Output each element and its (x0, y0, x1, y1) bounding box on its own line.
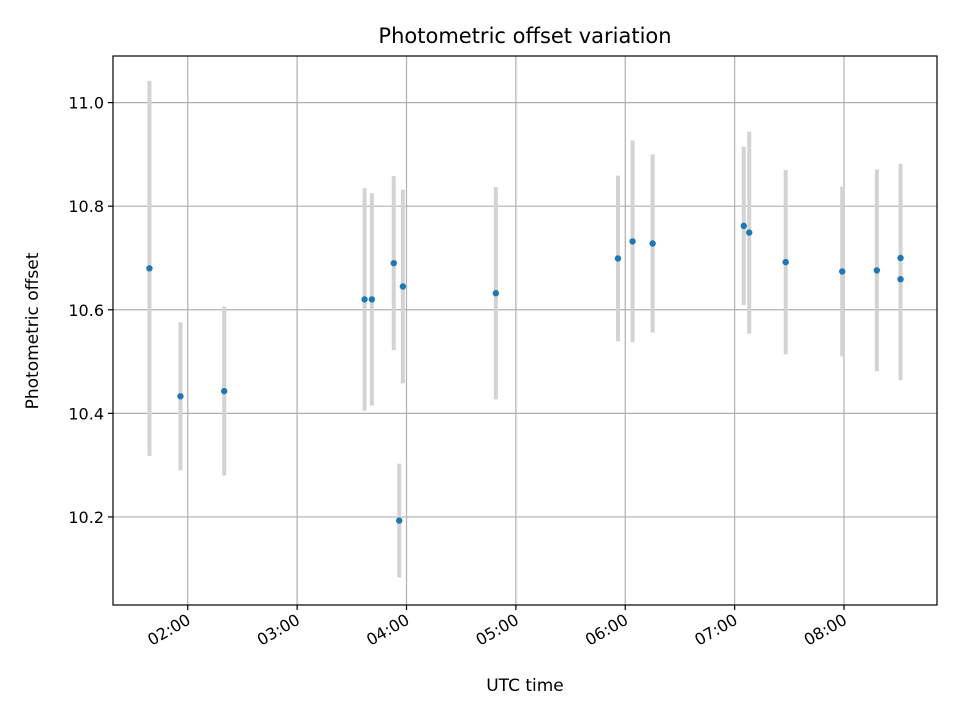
data-point (614, 255, 622, 262)
data-point (897, 276, 904, 283)
data-point (390, 259, 397, 267)
y-tick-label: 10.2 (68, 508, 104, 527)
data-points (146, 222, 904, 524)
y-axis-ticks: 10.2 10.4 10.6 10.8 11.0 (68, 94, 113, 527)
chart-title: Photometric offset variation (378, 24, 671, 48)
data-point (146, 265, 153, 272)
data-point (746, 229, 753, 236)
data-point (396, 517, 403, 524)
data-point (368, 296, 376, 303)
data-point (782, 258, 789, 266)
data-point (649, 240, 656, 247)
grid (113, 56, 937, 605)
data-point (361, 296, 368, 303)
y-tick-label: 11.0 (68, 94, 104, 113)
data-point (740, 222, 747, 230)
y-tick-label: 10.8 (68, 197, 104, 216)
data-point (629, 238, 636, 245)
data-point (897, 254, 904, 262)
data-point (221, 387, 228, 395)
y-tick-label: 10.4 (68, 404, 104, 423)
data-point (873, 267, 881, 274)
y-axis-label: Photometric offset (23, 252, 43, 409)
data-point (492, 290, 500, 297)
plot-frame (112, 55, 938, 606)
y-tick-label: 10.6 (68, 301, 104, 320)
data-point (399, 283, 407, 290)
data-point (177, 393, 184, 400)
x-axis-label: UTC time (486, 676, 564, 696)
data-point (839, 268, 846, 275)
